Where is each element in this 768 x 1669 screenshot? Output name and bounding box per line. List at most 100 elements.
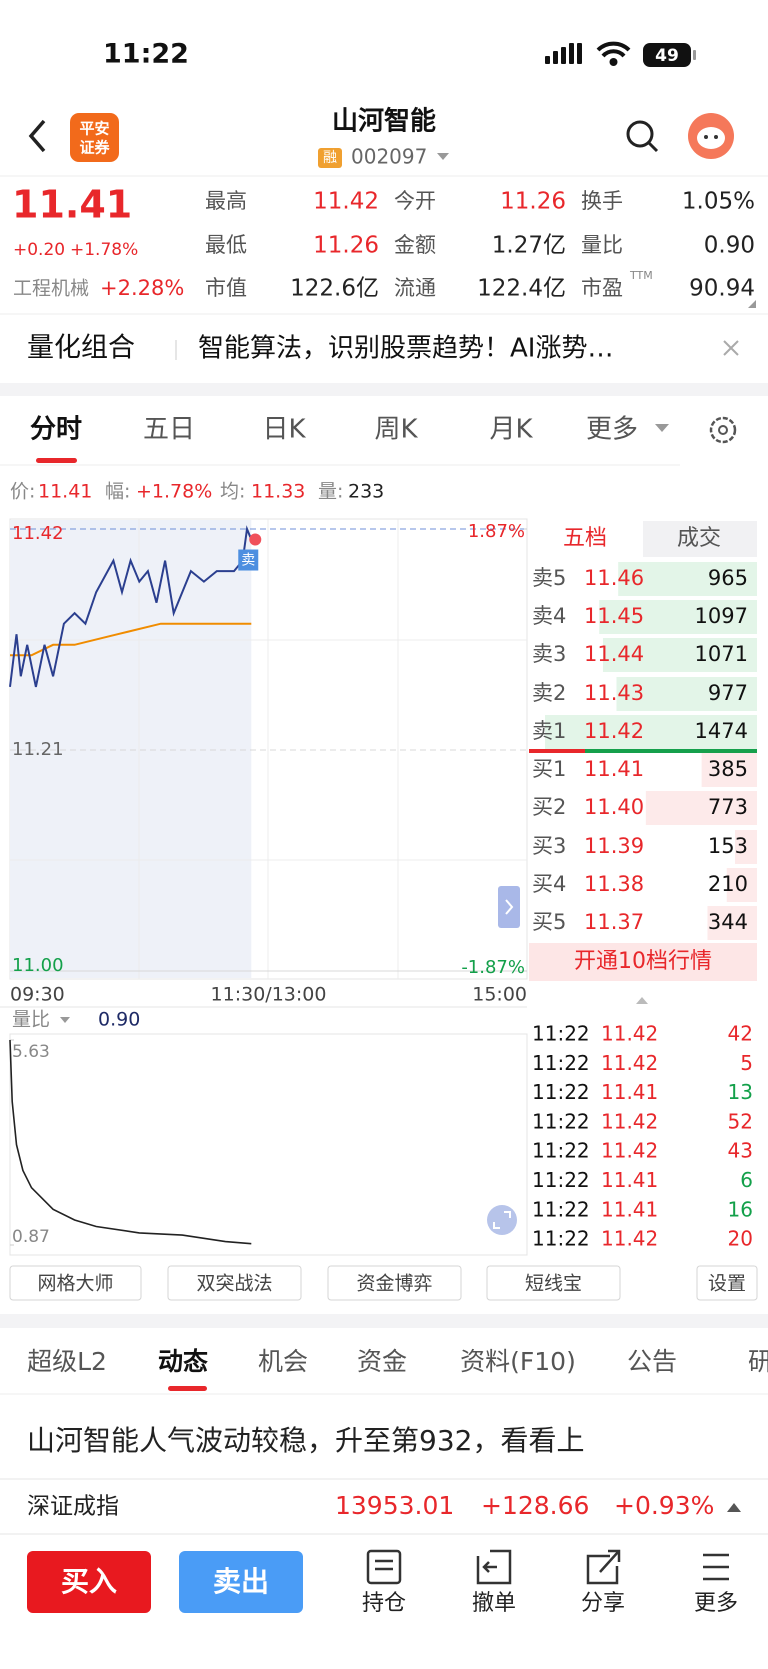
avatar[interactable] xyxy=(688,113,734,159)
gap xyxy=(0,1314,768,1328)
fullscreen-button[interactable] xyxy=(487,1205,517,1235)
action-label[interactable]: 撤单 xyxy=(472,1591,516,1616)
banner-title: 量化组合 xyxy=(27,333,135,364)
book-price: 11.37 xyxy=(584,910,644,934)
tool-label[interactable]: 双突战法 xyxy=(196,1273,272,1295)
trade-time: 11:22 xyxy=(532,1109,590,1133)
info-avg: 11.33 xyxy=(251,481,305,503)
industry-pct: +2.28% xyxy=(100,276,184,300)
ratio-line xyxy=(9,1039,252,1245)
ask-bar xyxy=(602,638,757,672)
x-tick-label: 15:00 xyxy=(472,984,527,1006)
chart-tab[interactable]: 日K xyxy=(262,415,306,445)
ratio-dropdown[interactable] xyxy=(60,1017,70,1023)
stat-label: 最低 xyxy=(205,233,247,257)
gap xyxy=(0,383,768,396)
news-tab[interactable]: 资金 xyxy=(357,1347,407,1376)
tab-bg[interactable] xyxy=(643,521,757,557)
index-expand[interactable] xyxy=(727,1503,741,1512)
tab-indicator xyxy=(36,458,77,463)
info-amp-label: 幅: xyxy=(105,481,130,503)
change-pct: +1.78% xyxy=(70,240,138,260)
tool-button[interactable] xyxy=(9,1265,142,1301)
stat-label: 换手 xyxy=(581,189,623,213)
status-time: 11:22 xyxy=(103,39,189,70)
book-volume: 977 xyxy=(708,681,748,705)
trade-price: 11.42 xyxy=(601,1022,658,1046)
tool-label[interactable]: 资金博弈 xyxy=(356,1273,432,1295)
tool-label[interactable]: 网格大师 xyxy=(37,1273,113,1295)
book-tab[interactable]: 成交 xyxy=(677,526,721,551)
news-headline[interactable]: 山河智能人气波动较稳，升至第932，看看上 xyxy=(27,1424,584,1457)
trade-volume: 16 xyxy=(728,1197,753,1221)
book-volume: 210 xyxy=(708,872,748,896)
bid-bar xyxy=(707,906,757,940)
chart-tab[interactable]: 分时 xyxy=(30,415,82,445)
buy-button[interactable] xyxy=(27,1551,151,1613)
x-tick-label: 11:30/13:00 xyxy=(211,984,327,1006)
avg-line xyxy=(10,622,252,657)
badge-bg xyxy=(318,148,342,168)
banner-text[interactable]: 智能算法，识别股票趋势！AI涨势… xyxy=(198,334,613,364)
tool-label[interactable]: 设置 xyxy=(708,1273,746,1295)
info-price: 11.41 xyxy=(38,481,92,503)
tab-bg[interactable] xyxy=(529,521,643,557)
chart-tab[interactable]: 更多 xyxy=(586,415,638,445)
book-volume: 1474 xyxy=(695,719,748,743)
book-level: 卖2 xyxy=(532,681,566,705)
stat-value: 90.94 xyxy=(689,276,755,302)
back-button[interactable] xyxy=(28,119,46,153)
chart-tab[interactable]: 周K xyxy=(374,415,418,445)
spread-line xyxy=(529,749,585,753)
info-amp: +1.78% xyxy=(136,481,212,503)
info-vol-label: 量: xyxy=(318,481,343,503)
action-label[interactable]: 更多 xyxy=(694,1591,738,1616)
sell-label[interactable]: 卖出 xyxy=(213,1565,269,1598)
expand-tab[interactable] xyxy=(498,886,520,928)
book-price: 11.41 xyxy=(584,757,644,781)
stat-sup: TTM xyxy=(629,269,653,282)
news-tab[interactable]: 动态 xyxy=(158,1347,208,1376)
chart-tab[interactable]: 五日 xyxy=(143,415,195,445)
stock-code: 002097 xyxy=(351,145,427,169)
action-label[interactable]: 分享 xyxy=(581,1591,625,1616)
upgrade-link[interactable]: 开通10档行情 xyxy=(574,949,712,974)
more-arrow[interactable] xyxy=(655,424,669,432)
ask-bar xyxy=(618,562,757,596)
book-volume: 344 xyxy=(708,910,748,934)
trade-marker: 卖 xyxy=(241,553,255,569)
close-button[interactable] xyxy=(723,340,739,356)
tool-label[interactable]: 短线宝 xyxy=(525,1273,582,1295)
news-tab[interactable]: 资料(F10) xyxy=(460,1347,576,1376)
tool-button[interactable] xyxy=(696,1265,758,1301)
bid-bar xyxy=(734,830,757,864)
book-volume: 1071 xyxy=(695,642,748,666)
buy-label[interactable]: 买入 xyxy=(61,1565,117,1598)
chart-tab[interactable]: 月K xyxy=(489,415,533,445)
upgrade-bg[interactable] xyxy=(529,943,757,981)
action-label[interactable]: 持仓 xyxy=(362,1591,406,1616)
broker-name: 证券 xyxy=(79,139,110,157)
tool-button[interactable] xyxy=(327,1265,462,1301)
scroll-up[interactable] xyxy=(636,997,648,1004)
search-button[interactable] xyxy=(626,120,659,153)
ask-bar xyxy=(545,715,757,749)
book-level: 买5 xyxy=(532,910,566,934)
book-tab[interactable]: 五档 xyxy=(563,526,607,551)
book-price: 11.42 xyxy=(584,719,644,743)
bid-bar xyxy=(701,753,757,787)
dropdown-arrow[interactable] xyxy=(437,153,449,160)
sell-button[interactable] xyxy=(179,1551,303,1613)
stat-value: 122.4亿 xyxy=(477,276,566,302)
news-tab[interactable]: 公告 xyxy=(627,1347,677,1376)
stat-value: 11.42 xyxy=(313,189,379,215)
news-tab[interactable]: 研报 xyxy=(748,1347,768,1376)
info-price-label: 价: xyxy=(10,481,35,503)
tool-button[interactable] xyxy=(167,1265,302,1301)
settings-button[interactable] xyxy=(709,416,737,444)
tool-button[interactable] xyxy=(486,1265,621,1301)
news-tab[interactable]: 机会 xyxy=(258,1347,308,1376)
book-level: 卖3 xyxy=(532,642,566,666)
news-tab[interactable]: 超级L2 xyxy=(27,1347,107,1376)
